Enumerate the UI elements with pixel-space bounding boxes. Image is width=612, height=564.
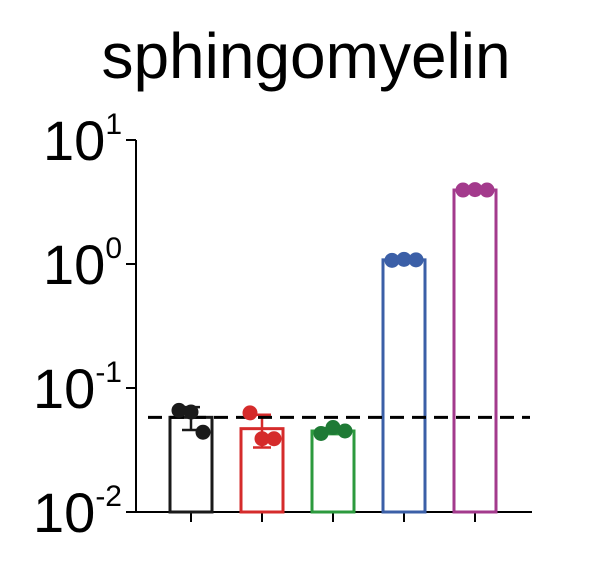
data-points <box>171 182 495 447</box>
y-tick-label: 100 <box>43 232 122 296</box>
data-point <box>313 425 329 441</box>
chart-title: sphingomyelin <box>101 20 510 92</box>
data-point <box>171 402 187 418</box>
data-point <box>266 431 282 447</box>
x-axis-ticks <box>190 512 476 522</box>
bar <box>381 258 427 514</box>
y-tick-base: 10 <box>33 481 95 544</box>
bar <box>310 429 356 514</box>
data-point <box>242 405 258 421</box>
y-tick-label: 10-2 <box>33 480 122 544</box>
data-point <box>254 431 270 447</box>
data-point <box>396 251 412 267</box>
data-point <box>408 252 424 268</box>
bar <box>452 188 498 514</box>
data-point <box>455 182 471 198</box>
y-tick-exponent: -2 <box>95 480 122 513</box>
y-tick-label: 10-1 <box>33 356 122 420</box>
y-tick-exponent: -1 <box>95 356 122 389</box>
data-point <box>479 182 495 198</box>
y-tick-base: 10 <box>33 357 95 420</box>
bar-group <box>168 188 498 514</box>
data-point <box>337 423 353 439</box>
y-tick-label: 101 <box>43 108 122 172</box>
y-tick-base: 10 <box>43 233 105 296</box>
y-tick-base: 10 <box>43 109 105 172</box>
y-tick-exponent: 1 <box>105 108 122 141</box>
y-tick-exponent: 0 <box>105 232 122 265</box>
data-point <box>384 252 400 268</box>
data-point <box>195 424 211 440</box>
data-point <box>183 404 199 420</box>
data-point <box>325 420 341 436</box>
data-point <box>467 182 483 198</box>
